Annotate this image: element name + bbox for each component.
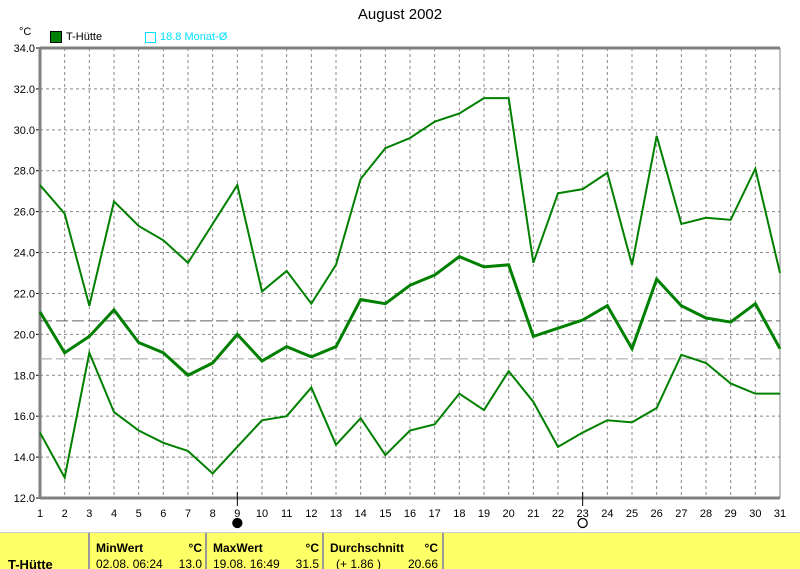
x-tick-label: 25 [626,508,638,520]
x-tick-label: 17 [429,508,441,520]
legend-label: 18.8 Monat-Ø [160,31,228,43]
x-tick-label: 4 [111,508,117,520]
chart-plot: 12.0 14.0 16.0 18.0 20.0 22.0 24.0 26.0 28.0 30.0… [14,43,786,529]
y-tick-label: 34.0 [14,43,35,55]
y-tick-label: 20.0 [14,329,35,341]
x-tick-label: 21 [527,508,539,520]
min-cell: MinWert °C 02.08. 06:24 13.0 [88,533,206,569]
avg-unit: °C [424,541,438,555]
x-tick-label: 8 [210,508,216,520]
avg-cell: Durchschnitt °C (+ 1.86 ) 20.66 [322,533,444,569]
x-tick-label: 14 [355,508,367,520]
legend-item-monthly-average: 18.8 Monat-Ø [145,31,227,43]
y-tick-label: 28.0 [14,166,35,178]
min-header: MinWert [96,541,144,555]
x-tick-label: 11 [281,508,292,520]
x-tick-label: 9 [234,508,240,520]
max-header: MaxWert [213,541,263,555]
avg-delta: (+ 1.86 ) [336,557,382,569]
new-moon-icon [232,517,243,529]
legend-label: T-Hütte [66,31,103,43]
x-tick-label: 13 [330,508,342,520]
x-tick-label: 28 [700,508,712,520]
max-cell: MaxWert °C 19.08. 16:49 31.5 [205,533,323,569]
series-line-mean [38,254,782,378]
x-tick-label: 6 [160,508,166,520]
min-unit: °C [188,541,202,555]
statistics-table: T-Hütte MinWert °C 02.08. 06:24 13.0 Max… [0,532,800,569]
x-tick-label: 19 [478,508,490,520]
x-tick-label: 29 [725,508,737,520]
y-tick-label: 22.0 [14,288,35,300]
x-tick-label: 22 [552,508,564,520]
y-tick-label: 30.0 [14,125,35,137]
series-line-max [39,97,781,306]
legend-swatch [145,31,156,43]
min-time: 02.08. 06:24 [96,557,163,569]
x-tick-label: 26 [651,508,663,520]
x-tick-label: 5 [136,508,142,520]
x-tick-label: 20 [503,508,515,520]
x-tick-label: 30 [749,508,761,520]
y-tick-label: 32.0 [14,84,35,96]
station-name: T-Hütte [8,557,53,569]
full-moon-icon [577,517,588,529]
min-value: 13.0 [178,557,202,569]
x-tick-label: 2 [62,508,68,520]
x-tick-label: 18 [453,508,465,520]
y-tick-label: 16.0 [14,411,35,423]
legend-item-t-huette: T-Hütte [50,31,102,43]
y-tick-label: 26.0 [14,207,35,219]
y-tick-label: 18.0 [14,370,35,382]
x-tick-label: 7 [185,508,191,520]
legend-swatch [50,31,62,43]
x-tick-label: 10 [256,508,268,520]
y-tick-label: 24.0 [14,248,35,260]
x-tick-label: 31 [774,508,786,520]
x-tick-label: 16 [404,508,416,520]
max-unit: °C [305,541,319,555]
x-tick-label: 12 [305,508,317,520]
y-tick-label: 12.0 [14,493,35,505]
x-tick-label: 1 [37,508,43,520]
avg-value: 20.66 [407,557,438,569]
x-tick-label: 24 [601,508,613,520]
y-tick-label: 14.0 [14,452,35,464]
avg-header: Durchschnitt [330,541,405,555]
max-time: 19.08. 16:49 [213,557,280,569]
max-value: 31.5 [295,557,319,569]
x-tick-label: 23 [577,508,589,520]
x-tick-label: 3 [86,508,92,520]
x-tick-label: 27 [675,508,687,520]
chart-title: August 2002 [357,6,443,23]
x-tick-label: 15 [379,508,391,520]
y-axis-unit: °C [19,26,32,38]
